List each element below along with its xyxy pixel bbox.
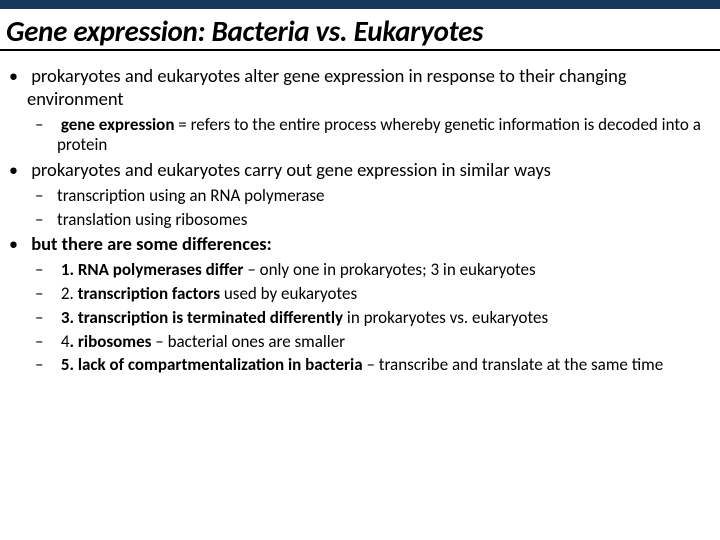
bullet-1-text: prokaryotes and eukaryotes alter gene ex… xyxy=(27,64,627,110)
bullet-3-sub-1: 1. RNA polymerases differ – only one in … xyxy=(57,260,708,281)
slide-content: prokaryotes and eukaryotes alter gene ex… xyxy=(0,51,720,376)
bullet-3-sub-4-rest: – bacterial ones are smaller xyxy=(151,331,345,352)
slide-title: Gene expression: Bacteria vs. Eukaryotes xyxy=(0,9,720,51)
header-bar xyxy=(0,0,720,9)
bullet-3-sub-2-bold: transcription factors xyxy=(78,283,220,304)
bullet-3-sub-2-lead: 2. xyxy=(61,283,78,304)
bullet-2: prokaryotes and eukaryotes carry out gen… xyxy=(27,159,708,230)
bullet-1-sublist: gene expression = refers to the entire p… xyxy=(27,115,708,156)
bullet-3-sub-2-rest: used by eukaryotes xyxy=(220,283,357,304)
bullet-2-sublist: transcription using an RNA polymerase tr… xyxy=(27,186,708,230)
bullet-2-sub-2-text: translation using ribosomes xyxy=(57,209,247,230)
bullet-3: but there are some differences: 1. RNA p… xyxy=(27,233,708,376)
bullet-3-sub-1-bold: 1. RNA polymerases differ xyxy=(61,259,244,280)
bullet-1-sub-1-bold: gene expression xyxy=(61,114,175,135)
bullet-3-sub-4: 4. ribosomes – bacterial ones are smalle… xyxy=(57,332,708,353)
bullet-3-sub-4-bold: . ribosomes xyxy=(69,331,151,352)
bullet-2-text: prokaryotes and eukaryotes carry out gen… xyxy=(31,158,551,181)
bullet-3-sub-3-bold: 3. transcription is terminated different… xyxy=(61,307,343,328)
bullet-3-sub-3: 3. transcription is terminated different… xyxy=(57,308,708,329)
bullet-3-sub-5-rest: – transcribe and translate at the same t… xyxy=(363,354,664,375)
bullet-3-sublist: 1. RNA polymerases differ – only one in … xyxy=(27,260,708,376)
bullet-3-sub-5: 5. lack of compartmentalization in bacte… xyxy=(57,355,708,376)
bullet-3-sub-1-rest: – only one in prokaryotes; 3 in eukaryot… xyxy=(243,259,535,280)
bullet-3-text: but there are some differences: xyxy=(31,232,272,255)
bullet-2-sub-1: transcription using an RNA polymerase xyxy=(57,186,708,207)
bullet-3-sub-2: 2. transcription factors used by eukaryo… xyxy=(57,284,708,305)
bullet-list: prokaryotes and eukaryotes alter gene ex… xyxy=(12,65,708,376)
bullet-2-sub-1-text: transcription using an RNA polymerase xyxy=(57,185,325,206)
bullet-3-sub-5-bold: 5. lack of compartmentalization in bacte… xyxy=(61,354,363,375)
bullet-1-sub-1: gene expression = refers to the entire p… xyxy=(57,115,708,156)
bullet-3-sub-3-rest: in prokaryotes vs. eukaryotes xyxy=(343,307,548,328)
bullet-1: prokaryotes and eukaryotes alter gene ex… xyxy=(27,65,708,156)
bullet-2-sub-2: translation using ribosomes xyxy=(57,210,708,231)
